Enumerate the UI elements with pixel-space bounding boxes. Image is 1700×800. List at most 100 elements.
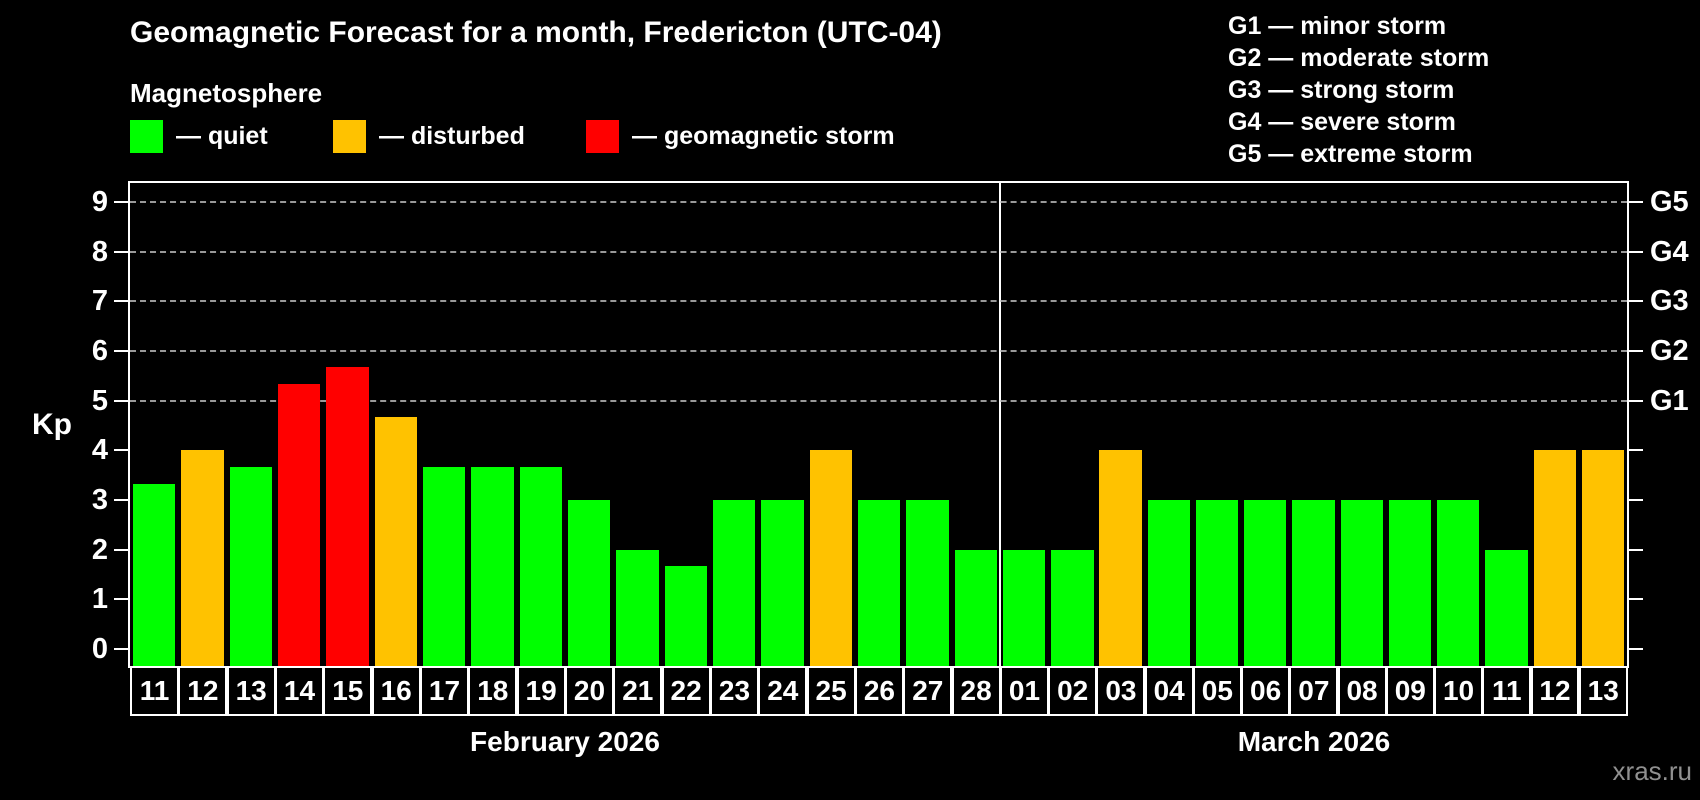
date-label-march-03: 03 — [1096, 666, 1146, 716]
y-axis-label-0: 0 — [91, 633, 108, 665]
kp-bar-march-03 — [1099, 450, 1142, 666]
kp-bar-march-09 — [1388, 499, 1432, 666]
date-label-february-19: 19 — [516, 666, 566, 716]
kp-bar-february-11 — [133, 483, 176, 666]
gridline-g2 — [130, 349, 1627, 352]
y-axis-tick-8 — [114, 250, 128, 253]
date-label-february-22: 22 — [661, 666, 711, 716]
g-axis-label-g3: G3 — [1650, 285, 1689, 318]
gridline-g1 — [130, 399, 1627, 402]
date-label-february-27: 27 — [903, 666, 953, 716]
right-axis-tick-5 — [1629, 399, 1643, 402]
date-label-february-17: 17 — [419, 666, 469, 716]
date-label-february-16: 16 — [371, 666, 421, 716]
y-axis-tick-9 — [114, 200, 128, 203]
chart-title: Geomagnetic Forecast for a month, Freder… — [130, 16, 942, 49]
g4-legend-line: G4 — severe storm — [1228, 108, 1456, 136]
date-label-february-26: 26 — [854, 666, 904, 716]
watermark: xras.ru — [1612, 756, 1692, 786]
date-label-march-07: 07 — [1289, 666, 1339, 716]
y-axis-label-2: 2 — [91, 533, 108, 566]
kp-bar-march-02 — [1051, 549, 1094, 666]
date-label-march-06: 06 — [1241, 666, 1291, 716]
kp-bar-february-23 — [712, 499, 756, 666]
y-axis-tick-4 — [114, 449, 128, 452]
right-axis-tick-0 — [1629, 648, 1643, 650]
magnetosphere-label: Magnetosphere — [130, 78, 323, 108]
kp-bar-february-25 — [809, 450, 852, 666]
date-label-march-01: 01 — [1000, 666, 1049, 716]
plot-area — [128, 181, 1629, 668]
right-axis-tick-2 — [1629, 548, 1643, 551]
kp-bar-february-17 — [422, 466, 466, 666]
y-axis-tick-7 — [114, 300, 128, 303]
g-axis-label-g4: G4 — [1650, 235, 1689, 268]
date-label-march-13: 13 — [1578, 666, 1628, 716]
kp-axis-title: Kp — [32, 408, 72, 441]
kp-bar-march-12 — [1533, 450, 1576, 666]
kp-bar-march-08 — [1340, 499, 1383, 666]
disturbed-color-swatch — [333, 120, 366, 153]
kp-bar-march-04 — [1147, 499, 1190, 666]
y-axis-tick-3 — [114, 498, 128, 501]
date-label-march-12: 12 — [1530, 666, 1580, 716]
kp-bar-february-19 — [519, 466, 562, 666]
date-label-february-12: 12 — [178, 666, 228, 716]
kp-bar-february-28 — [954, 549, 997, 666]
gridline-g4 — [130, 250, 1627, 253]
quiet-legend-label: — quiet — [176, 122, 268, 150]
date-label-march-09: 09 — [1385, 666, 1435, 716]
kp-bar-march-07 — [1292, 499, 1335, 666]
g-axis-label-g2: G2 — [1650, 334, 1689, 367]
month-separator-line — [999, 183, 1001, 666]
date-label-february-15: 15 — [323, 666, 373, 716]
g2-legend-line: G2 — moderate storm — [1228, 44, 1490, 72]
kp-bar-february-18 — [471, 466, 514, 666]
gridline-g3 — [130, 300, 1627, 303]
date-label-march-02: 02 — [1048, 666, 1098, 716]
y-axis-tick-2 — [114, 548, 128, 551]
date-label-february-28: 28 — [951, 666, 1001, 716]
kp-bar-february-14 — [277, 384, 321, 666]
y-axis-label-4: 4 — [91, 434, 108, 467]
date-label-march-10: 10 — [1434, 666, 1483, 716]
right-axis-tick-4 — [1629, 449, 1643, 452]
kp-bar-march-13 — [1581, 450, 1625, 666]
g-scale-legend: G1 — minor storm G2 — moderate storm G3 … — [1228, 10, 1489, 170]
date-label-march-05: 05 — [1192, 666, 1242, 716]
date-label-february-20: 20 — [564, 666, 614, 716]
storm-color-swatch — [586, 120, 619, 153]
month-label-march: March 2026 — [1237, 726, 1391, 757]
disturbed-legend-label: — disturbed — [379, 122, 525, 150]
kp-bar-february-20 — [567, 499, 611, 666]
y-axis-label-7: 7 — [91, 285, 108, 318]
storm-legend-label: — geomagnetic storm — [632, 122, 895, 150]
y-axis-tick-1 — [114, 598, 128, 601]
right-axis-tick-6 — [1629, 349, 1643, 352]
date-label-march-08: 08 — [1337, 666, 1387, 716]
y-axis-label-1: 1 — [91, 583, 108, 616]
date-label-march-04: 04 — [1144, 666, 1194, 716]
y-axis-label-8: 8 — [91, 235, 108, 268]
right-axis-tick-7 — [1629, 300, 1643, 303]
kp-bar-march-10 — [1437, 499, 1480, 666]
date-label-february-13: 13 — [226, 666, 276, 716]
y-axis-label-9: 9 — [91, 185, 108, 218]
kp-bar-february-22 — [664, 566, 707, 666]
y-axis-tick-6 — [114, 349, 128, 352]
kp-bar-february-12 — [181, 450, 224, 666]
date-label-february-18: 18 — [468, 666, 518, 716]
date-label-march-11: 11 — [1482, 666, 1532, 716]
g1-legend-line: G1 — minor storm — [1228, 12, 1447, 40]
y-axis-label-5: 5 — [91, 384, 108, 417]
g-axis-label-g1: G1 — [1650, 384, 1689, 417]
date-label-february-11: 11 — [130, 666, 180, 716]
kp-bar-march-11 — [1485, 549, 1528, 666]
kp-bar-february-13 — [229, 466, 272, 666]
right-axis-tick-8 — [1629, 250, 1643, 253]
y-axis-tick-0 — [114, 648, 128, 650]
gridline-g5 — [130, 200, 1627, 203]
date-label-february-14: 14 — [274, 666, 324, 716]
date-label-february-23: 23 — [709, 666, 759, 716]
